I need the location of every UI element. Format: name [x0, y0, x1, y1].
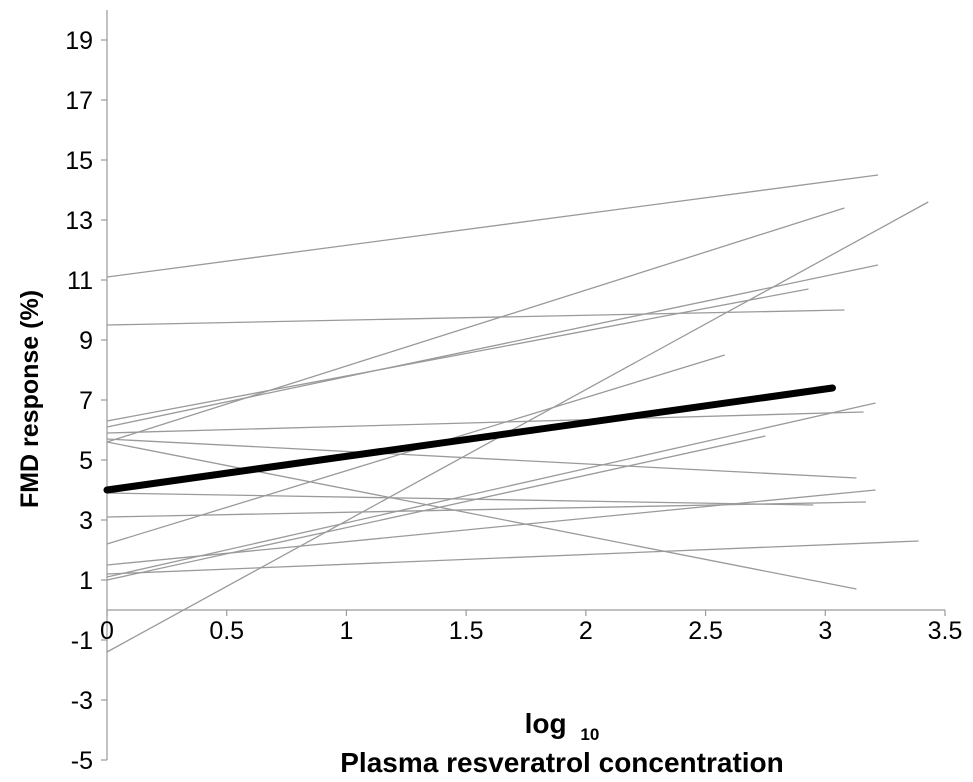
individual-line: [106, 288, 809, 422]
x-tick-label: 0.5: [209, 617, 244, 645]
x-tick-label: 2: [579, 617, 593, 645]
individual-line: [106, 201, 929, 653]
y-tick-label: 5: [79, 447, 93, 475]
individual-line: [106, 441, 857, 590]
individual-line: [106, 264, 879, 428]
individual-line: [106, 489, 876, 566]
x-axis-title-line2: Plasma resveratrol concentration: [340, 747, 784, 778]
individual-lines: [106, 174, 929, 653]
y-tick-label: -1: [71, 627, 93, 655]
x-axis-title-subscript: 10: [580, 725, 599, 744]
mean-line: [103, 384, 836, 494]
individual-line: [106, 438, 857, 479]
x-tick-label: 1.5: [449, 617, 484, 645]
y-tick-label: -3: [71, 687, 93, 715]
axes: [101, 10, 946, 761]
y-tick-label: 1: [79, 567, 93, 595]
x-axis-title-line1: log 10: [525, 708, 600, 744]
individual-line: [106, 402, 876, 578]
x-tick-label: 3.5: [928, 617, 963, 645]
y-tick-label: 9: [79, 327, 93, 355]
individual-line: [106, 540, 919, 575]
y-tick-label: 19: [65, 27, 93, 55]
y-tick-label: 15: [65, 147, 93, 175]
individual-line: [106, 309, 845, 326]
individual-line: [106, 492, 814, 506]
y-tick-label: 7: [79, 387, 93, 415]
x-tick-label: 1: [339, 617, 353, 645]
x-tick-labels: 0 0.5 1 1.5 2 2.5 3 3.5: [100, 617, 962, 645]
x-tick-label: 2.5: [688, 617, 723, 645]
individual-line: [106, 501, 867, 518]
y-tick-label: 13: [65, 207, 93, 235]
y-tick-label: 3: [79, 507, 93, 535]
x-tick-label: 0: [100, 617, 114, 645]
x-tick-label: 3: [818, 617, 832, 645]
x-axis-title-log: log: [525, 708, 567, 739]
individual-line: [106, 435, 766, 581]
y-tick-label: -5: [71, 747, 93, 775]
individual-line: [106, 411, 864, 434]
y-axis-title: FMD response (%): [16, 290, 44, 508]
y-tick-labels: 19 17 15 13 11 9 7 5 3 1 -1 -3 -5: [65, 27, 93, 775]
individual-line: [106, 174, 879, 278]
individual-line: [106, 207, 845, 443]
mean-line-group: [103, 384, 836, 494]
y-tick-label: 17: [65, 87, 93, 115]
y-tick-label: 11: [67, 267, 93, 295]
